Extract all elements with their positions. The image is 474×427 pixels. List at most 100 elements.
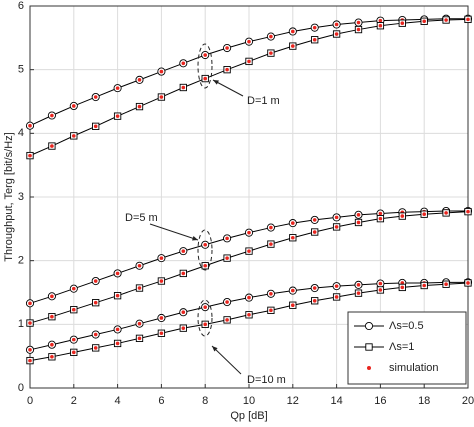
annotation-ellipse [197, 43, 213, 89]
simulation-point [444, 211, 448, 215]
simulation-point [356, 283, 361, 287]
simulation-point [225, 67, 229, 72]
simulation-point [93, 279, 98, 283]
annotation-arrow [149, 223, 199, 241]
legend-simulation-dot [367, 366, 371, 370]
legend-label: Λs=0.5 [389, 320, 424, 332]
simulation-point [181, 85, 186, 90]
y-tick-label: 1 [18, 318, 24, 330]
simulation-point [137, 104, 142, 109]
simulation-point [247, 39, 251, 44]
y-axis-label: Throughput, Terg [bit/s/Hz] [3, 132, 15, 261]
simulation-point [93, 95, 98, 99]
simulation-point [93, 346, 98, 350]
simulation-point [159, 256, 164, 260]
simulation-point [72, 350, 76, 355]
annotation-arrow [211, 345, 242, 375]
annotation-text: D=10 m [247, 374, 286, 386]
simulation-point [203, 263, 207, 268]
simulation-point [378, 288, 383, 292]
x-tick-label: 6 [158, 395, 164, 407]
simulation-point [225, 46, 229, 50]
x-tick-label: 14 [330, 395, 342, 407]
simulation-point [312, 218, 317, 222]
simulation-point [225, 236, 229, 241]
legend-label: simulation [389, 362, 439, 374]
simulation-point [334, 295, 339, 299]
annotation-arrowhead [213, 80, 219, 85]
simulation-point [137, 78, 142, 82]
simulation-point [225, 300, 229, 304]
simulation-point [115, 293, 120, 298]
simulation-point [181, 271, 186, 276]
simulation-point [466, 281, 470, 285]
y-tick-label: 6 [18, 0, 24, 12]
simulation-point [159, 279, 164, 283]
simulation-point [334, 284, 339, 288]
simulation-point [269, 51, 273, 55]
simulation-point [28, 321, 32, 325]
simulation-point [378, 216, 383, 221]
simulation-point [72, 307, 76, 312]
marker-square [365, 343, 373, 351]
legend-label: Λs=1 [389, 341, 414, 353]
simulation-point [378, 18, 383, 23]
annotation-arrowhead [192, 236, 198, 241]
simulation-point [203, 53, 207, 57]
simulation-point [93, 300, 98, 305]
simulation-point [115, 114, 120, 118]
annotation-ellipse [197, 299, 213, 337]
simulation-point [312, 286, 317, 290]
x-tick-label: 0 [27, 395, 33, 407]
simulation-point [291, 235, 295, 240]
simulation-point [115, 271, 120, 276]
simulation-point [181, 310, 186, 315]
y-tick-label: 3 [18, 191, 24, 203]
simulation-point [181, 249, 186, 253]
y-tick-label: 5 [18, 64, 24, 76]
x-tick-label: 18 [418, 395, 430, 407]
simulation-point [28, 123, 32, 128]
x-tick-label: 2 [71, 395, 77, 407]
simulation-point [137, 286, 142, 290]
annotation-arrow [212, 79, 244, 97]
simulation-point [356, 213, 361, 217]
simulation-point [312, 230, 317, 234]
simulation-point [400, 285, 405, 290]
annotation-text: D=1 m [247, 95, 280, 107]
simulation-point [137, 321, 142, 326]
simulation-point [378, 281, 383, 286]
simulation-point [312, 37, 317, 42]
simulation-point [72, 134, 76, 138]
simulation-point [28, 301, 32, 306]
annotation-text: D=5 m [125, 212, 158, 224]
simulation-point [356, 291, 361, 295]
simulation-point [181, 61, 186, 66]
simulation-point [356, 27, 361, 32]
simulation-point [378, 23, 383, 28]
simulation-point [356, 220, 361, 225]
simulation-point [247, 59, 251, 64]
simulation-point [312, 298, 317, 303]
simulation-point [50, 144, 54, 148]
y-tick-label: 0 [18, 382, 24, 394]
simulation-point [269, 225, 273, 230]
x-tick-label: 4 [115, 395, 121, 407]
x-tick-label: 16 [374, 395, 386, 407]
simulation-point [203, 76, 207, 81]
marker-circle [364, 321, 374, 331]
simulation-point [291, 44, 295, 48]
simulation-point [93, 332, 98, 337]
simulation-point [72, 104, 76, 108]
plot-frame [29, 5, 469, 389]
x-tick-label: 20 [462, 395, 474, 407]
simulation-point [28, 358, 32, 363]
simulation-point [28, 348, 32, 352]
simulation-point [378, 211, 383, 216]
simulation-point [356, 20, 361, 25]
simulation-point [50, 342, 54, 347]
simulation-point [50, 355, 54, 359]
simulation-point [291, 221, 295, 225]
x-axis-label: Qp [dB] [230, 410, 267, 422]
